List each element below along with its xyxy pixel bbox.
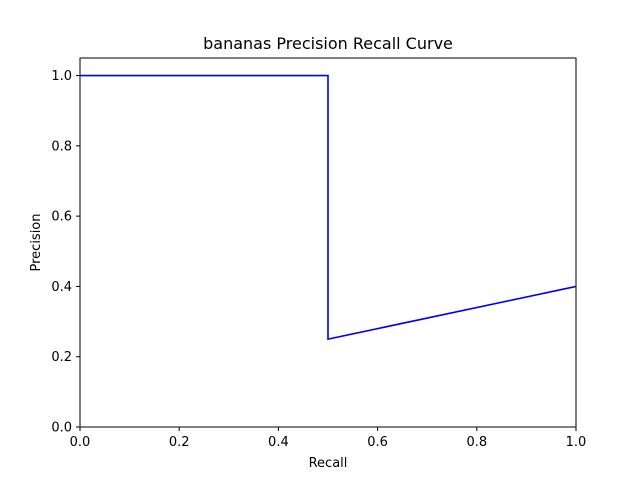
x-tick-label: 0.6 — [367, 435, 388, 450]
series-layer — [80, 74, 577, 341]
y-axis-label: Precision — [29, 213, 44, 271]
x-tick-label: 0.0 — [70, 435, 91, 450]
y-tick-label: 0.0 — [51, 421, 72, 436]
x-tick-label: 0.2 — [169, 435, 190, 450]
x-tick-label: 0.8 — [466, 435, 487, 450]
y-axis-ticks: 0.0 0.2 0.4 0.6 0.8 1.0 — [51, 69, 80, 436]
plot-frame — [79, 57, 577, 428]
x-axis-label: Recall — [309, 456, 348, 471]
y-tick-label: 0.8 — [51, 139, 72, 154]
x-tick-label: 1.0 — [566, 435, 587, 450]
chart-title: bananas Precision Recall Curve — [203, 34, 453, 53]
y-tick-label: 0.4 — [51, 280, 72, 295]
y-tick-label: 1.0 — [51, 69, 72, 84]
x-axis-ticks: 0.0 0.2 0.4 0.6 0.8 1.0 — [70, 427, 587, 450]
pr-curve-line — [80, 74, 577, 341]
y-tick-label: 0.6 — [51, 210, 72, 225]
y-tick-label: 0.2 — [51, 350, 72, 365]
x-tick-label: 0.4 — [268, 435, 289, 450]
